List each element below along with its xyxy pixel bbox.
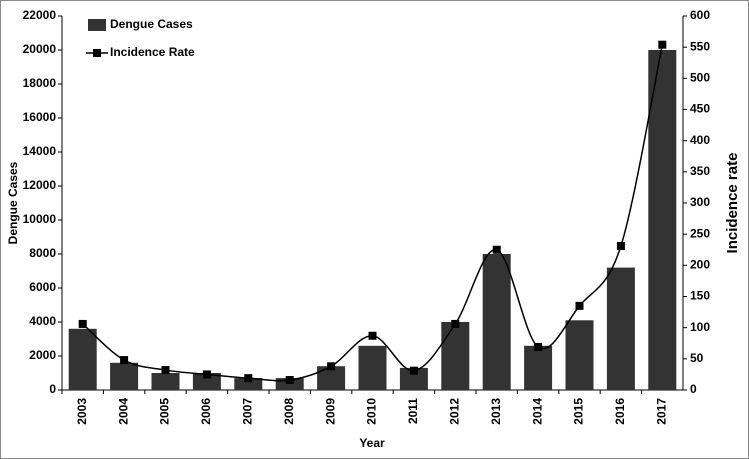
- y2-tick-label: 200: [690, 258, 710, 272]
- y2-tick-label: 400: [690, 133, 710, 147]
- y2-tick-label: 250: [690, 226, 710, 240]
- y2-tick-label: 500: [690, 71, 710, 85]
- y-tick-label: 8000: [29, 246, 56, 260]
- bar: [399, 367, 428, 390]
- bar: [275, 378, 304, 390]
- x-tick-label: 2009: [323, 398, 337, 425]
- y-tick-label: 16000: [23, 110, 57, 124]
- y2-tick-label: 100: [690, 320, 710, 334]
- marker: [120, 356, 129, 365]
- bar: [151, 373, 180, 390]
- y-tick-label: 10000: [23, 212, 57, 226]
- marker: [492, 245, 501, 254]
- x-tick-label: 2003: [75, 398, 89, 425]
- y2-tick-label: 0: [690, 382, 697, 396]
- x-tick-label: 2012: [447, 398, 461, 425]
- marker: [285, 376, 294, 385]
- marker: [78, 319, 87, 328]
- y-tick-label: 14000: [23, 144, 57, 158]
- x-tick-label: 2010: [365, 398, 379, 425]
- bar: [358, 345, 387, 390]
- bar: [482, 254, 511, 390]
- marker: [534, 342, 543, 351]
- x-tick-label: 2004: [116, 398, 130, 425]
- bar: [110, 362, 139, 390]
- bar: [192, 373, 221, 390]
- x-tick-label: 2008: [282, 398, 296, 425]
- marker: [368, 331, 377, 340]
- x-tick-label: 2013: [489, 398, 503, 425]
- legend-swatch: [88, 19, 106, 31]
- bar: [524, 345, 553, 390]
- bar: [68, 328, 97, 390]
- y-tick-label: 12000: [23, 178, 57, 192]
- y2-tick-label: 600: [690, 8, 710, 22]
- y-tick-label: 20000: [23, 42, 57, 56]
- y2-tick-label: 350: [690, 164, 710, 178]
- marker: [202, 370, 211, 379]
- x-axis-label: Year: [359, 436, 385, 450]
- bar: [441, 322, 470, 390]
- marker: [244, 374, 253, 383]
- y2-tick-label: 150: [690, 289, 710, 303]
- y-tick-label: 2000: [29, 348, 56, 362]
- marker: [409, 366, 418, 375]
- y2-axis-label: Incidence rate: [724, 153, 741, 254]
- x-tick-label: 2014: [530, 398, 544, 425]
- y-axis-label: Dengue Cases: [6, 161, 20, 244]
- y2-tick-label: 300: [690, 195, 710, 209]
- x-tick-label: 2011: [406, 398, 420, 424]
- x-tick-label: 2016: [613, 398, 627, 425]
- marker: [658, 40, 667, 49]
- x-tick-label: 2015: [572, 398, 586, 425]
- y-tick-label: 22000: [23, 8, 57, 22]
- y2-tick-label: 550: [690, 39, 710, 53]
- marker: [575, 301, 584, 310]
- legend-marker: [93, 49, 101, 57]
- bar: [648, 50, 677, 390]
- legend-label: Dengue Cases: [110, 17, 193, 31]
- x-tick-label: 2007: [240, 398, 254, 425]
- y-tick-label: 4000: [29, 314, 56, 328]
- marker: [161, 366, 170, 375]
- y-tick-label: 0: [49, 382, 56, 396]
- y2-tick-label: 50: [690, 351, 704, 365]
- y2-tick-label: 450: [690, 102, 710, 116]
- bar: [234, 378, 263, 390]
- y-tick-label: 18000: [23, 76, 57, 90]
- legend-label: Incidence Rate: [110, 45, 195, 59]
- marker: [616, 242, 625, 251]
- bar: [317, 366, 346, 390]
- x-tick-label: 2005: [158, 398, 172, 425]
- x-tick-label: 2006: [199, 398, 213, 425]
- x-tick-label: 2017: [654, 398, 668, 425]
- marker: [451, 319, 460, 328]
- line: [82, 44, 664, 382]
- bar: [606, 267, 635, 390]
- bar: [565, 320, 594, 390]
- marker: [327, 362, 336, 371]
- y-tick-label: 6000: [29, 280, 56, 294]
